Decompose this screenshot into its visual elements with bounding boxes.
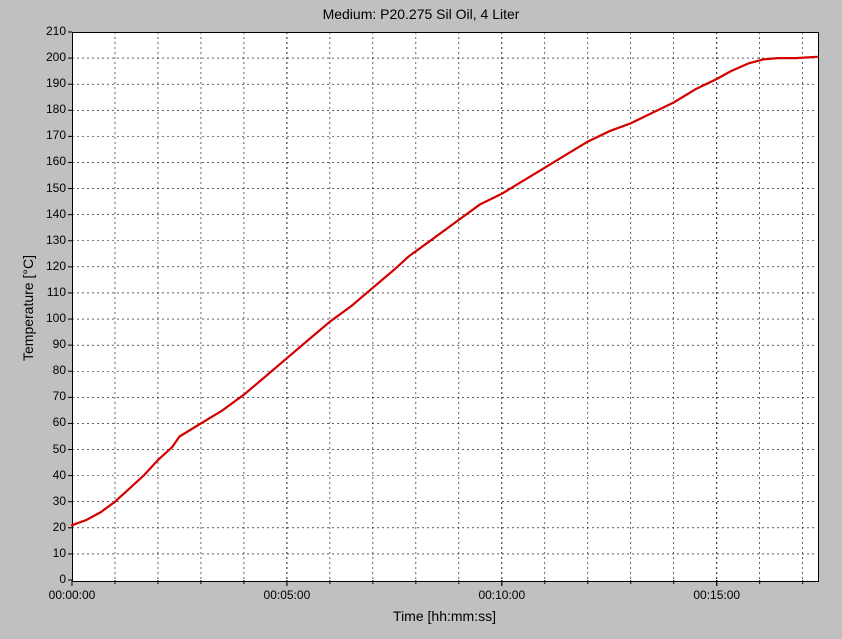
y-tick-label: 200 [26, 50, 66, 64]
y-tick-label: 10 [26, 546, 66, 560]
y-tick-label: 190 [26, 76, 66, 90]
y-tick-label: 90 [26, 337, 66, 351]
y-tick-label: 160 [26, 154, 66, 168]
y-tick-label: 170 [26, 128, 66, 142]
y-tick-label: 30 [26, 494, 66, 508]
y-tick-label: 140 [26, 207, 66, 221]
chart-line [0, 0, 842, 639]
x-tick-label: 00:15:00 [677, 588, 757, 602]
y-tick-label: 50 [26, 442, 66, 456]
x-tick-label: 00:05:00 [247, 588, 327, 602]
y-tick-label: 60 [26, 415, 66, 429]
y-tick-label: 20 [26, 520, 66, 534]
y-tick-label: 150 [26, 181, 66, 195]
x-tick-label: 00:00:00 [32, 588, 112, 602]
y-tick-label: 180 [26, 102, 66, 116]
y-tick-label: 40 [26, 468, 66, 482]
y-tick-label: 80 [26, 363, 66, 377]
y-tick-label: 120 [26, 259, 66, 273]
x-tick-label: 00:10:00 [462, 588, 542, 602]
y-tick-label: 210 [26, 24, 66, 38]
y-tick-label: 110 [26, 285, 66, 299]
y-tick-label: 130 [26, 233, 66, 247]
y-tick-label: 70 [26, 389, 66, 403]
y-tick-label: 0 [26, 572, 66, 586]
y-tick-label: 100 [26, 311, 66, 325]
